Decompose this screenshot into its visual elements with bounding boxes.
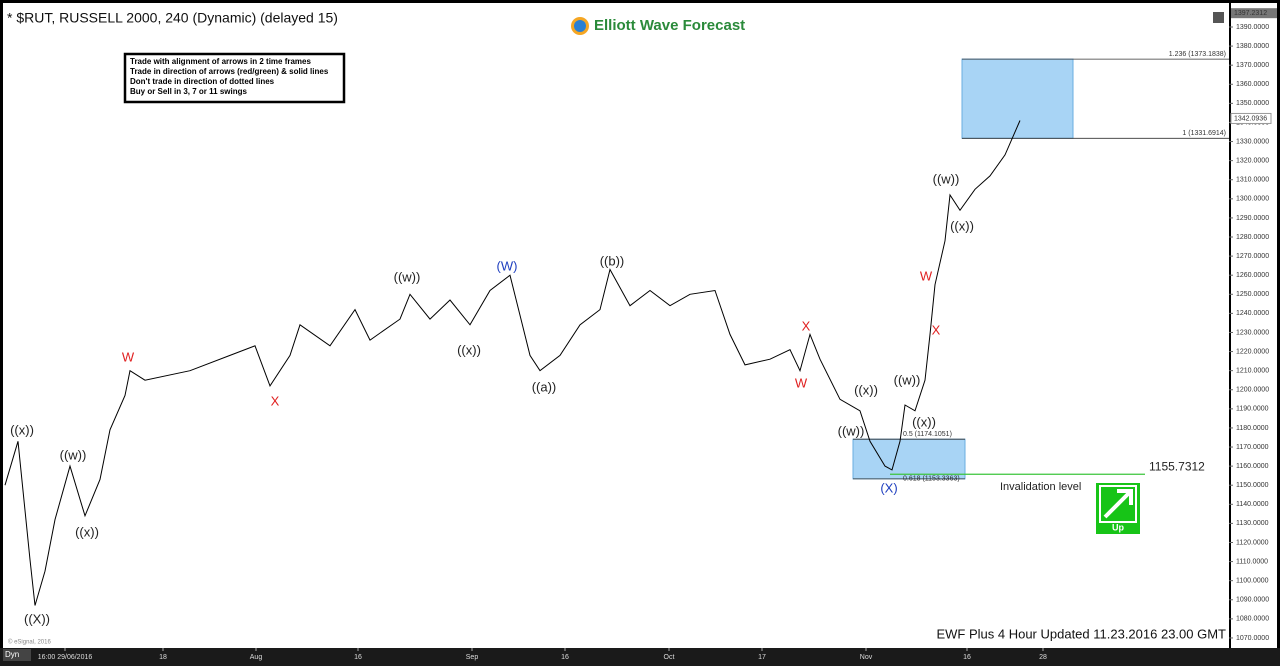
up-label: Up <box>1112 522 1124 532</box>
y-tick-label: 1200.0000 <box>1236 387 1269 394</box>
x-tick-label: 18 <box>159 654 167 661</box>
price-axis <box>1231 3 1277 648</box>
wave-label: W <box>795 375 808 390</box>
y-tick-label: 1170.0000 <box>1236 444 1269 451</box>
wave-label: ((b)) <box>600 253 625 268</box>
y-tick-label: 1330.0000 <box>1236 138 1269 145</box>
wave-label: ((w)) <box>394 269 421 284</box>
y-tick-label: 1270.0000 <box>1236 253 1269 260</box>
y-tick-label: 1320.0000 <box>1236 157 1269 164</box>
fib-label: 0.5 (1174.1051) <box>903 431 952 438</box>
rule: Trade in direction of arrows (red/green)… <box>130 67 329 76</box>
x-tick-label: Oct <box>664 654 675 661</box>
y-tick-label: 1180.0000 <box>1236 425 1269 432</box>
y-tick-label: 1150.0000 <box>1236 482 1269 489</box>
y-tick-label: 1210.0000 <box>1236 368 1269 375</box>
wave-label: ((w)) <box>838 423 865 438</box>
x-tick-label: 16 <box>963 654 971 661</box>
marker-price-tag <box>1230 112 1272 124</box>
chart-title: * $RUT, RUSSELL 2000, 240 (Dynamic) (del… <box>7 10 338 26</box>
y-tick-label: 1360.0000 <box>1236 81 1269 88</box>
x-tick-label: 16 <box>561 654 569 661</box>
x-tick-label: 17 <box>758 654 766 661</box>
wave-label: ((X)) <box>24 611 50 626</box>
last-price-tag <box>1231 8 1277 19</box>
y-tick-label: 1140.0000 <box>1236 501 1269 508</box>
x-tick-label: 16 <box>354 654 362 661</box>
invalidation-label: Invalidation level <box>1000 481 1081 493</box>
x-tick-label: 16:00 29/06/2016 <box>38 654 93 661</box>
marker-price: 1342.0936 <box>1234 115 1267 122</box>
fib-label: 1.236 (1373.1838) <box>1169 51 1226 58</box>
fib-label: 1 (1331.6914) <box>1182 130 1226 137</box>
time-axis <box>0 648 1280 666</box>
invalidation-value: 1155.7312 <box>1149 459 1205 473</box>
fib-label: 0.618 (1153.3363) <box>903 476 960 483</box>
up-button: Up <box>1096 483 1140 534</box>
wave-label: ((w)) <box>60 447 87 462</box>
footer: EWF Plus 4 Hour Updated 11.23.2016 23.00… <box>936 626 1226 641</box>
y-tick-label: 1260.0000 <box>1236 272 1269 279</box>
x-tick-label: Sep <box>466 654 479 661</box>
up-arrow <box>1103 489 1133 519</box>
rule: Buy or Sell in 3, 7 or 11 swings <box>130 87 247 96</box>
up-button-frame <box>1099 485 1137 523</box>
x-tick-label: Nov <box>860 654 873 661</box>
y-tick-label: 1290.0000 <box>1236 215 1269 222</box>
y-tick-label: 1350.0000 <box>1236 100 1269 107</box>
last-price: 1397.2312 <box>1234 10 1267 17</box>
logo: Elliott Wave Forecast <box>571 17 745 35</box>
y-tick-label: 1110.0000 <box>1236 558 1268 565</box>
y-tick-label: 1080.0000 <box>1236 616 1269 623</box>
wave-label: W <box>122 349 135 364</box>
wave-label: X <box>271 393 280 408</box>
y-tick-label: 1240.0000 <box>1236 310 1269 317</box>
wave-label: ((x)) <box>10 422 34 437</box>
y-tick-label: 1230.0000 <box>1236 329 1269 336</box>
y-tick-label: 1280.0000 <box>1236 234 1269 241</box>
wave-label: W <box>920 268 933 283</box>
y-tick-label: 1090.0000 <box>1236 597 1269 604</box>
window-icon <box>1213 12 1224 23</box>
y-tick-label: 1190.0000 <box>1236 406 1269 413</box>
y-tick-label: 1250.0000 <box>1236 291 1269 298</box>
wave-label: (W) <box>497 258 518 273</box>
wave-label: X <box>802 318 811 333</box>
mode-box <box>3 649 31 661</box>
rule: Trade with alignment of arrows in 2 time… <box>130 57 311 66</box>
y-tick-label: 1120.0000 <box>1236 539 1269 546</box>
x-tick-label: 28 <box>1039 654 1047 661</box>
y-tick-label: 1380.0000 <box>1236 43 1269 50</box>
wave-label: ((x)) <box>457 342 481 357</box>
logo-icon-inner <box>574 20 586 32</box>
y-tick-label: 1220.0000 <box>1236 348 1269 355</box>
y-tick-label: 1300.0000 <box>1236 196 1269 203</box>
y-tick-label: 1310.0000 <box>1236 177 1269 184</box>
rule: Don't trade in direction of dotted lines <box>130 77 275 86</box>
wave-label: X <box>932 322 941 337</box>
wave-label: ((x)) <box>950 218 974 233</box>
y-tick-label: 1100.0000 <box>1236 578 1269 585</box>
y-tick-label: 1160.0000 <box>1236 463 1269 470</box>
y-tick-label: 1390.0000 <box>1236 24 1269 31</box>
y-tick-label: 1370.0000 <box>1236 62 1269 69</box>
wave-label: ((a)) <box>532 379 557 394</box>
buy-zone <box>852 438 966 480</box>
rules-box <box>123 52 346 104</box>
x-tick-label: Aug <box>250 654 263 661</box>
wave-label: ((x)) <box>854 382 878 397</box>
brand: Elliott Wave Forecast <box>594 17 745 34</box>
wave-label: ((x)) <box>75 524 99 539</box>
wave-label: ((w)) <box>894 372 921 387</box>
y-tick-label: 1130.0000 <box>1236 520 1269 527</box>
wave-label: (X) <box>880 480 897 495</box>
y-tick-label: 1070.0000 <box>1236 635 1269 642</box>
wave-label: ((x)) <box>912 414 936 429</box>
mode: Dyn <box>5 650 19 659</box>
price-line <box>4 120 1021 606</box>
copyright: © eSignal, 2016 <box>8 639 51 646</box>
wave-label: ((w)) <box>933 171 960 186</box>
